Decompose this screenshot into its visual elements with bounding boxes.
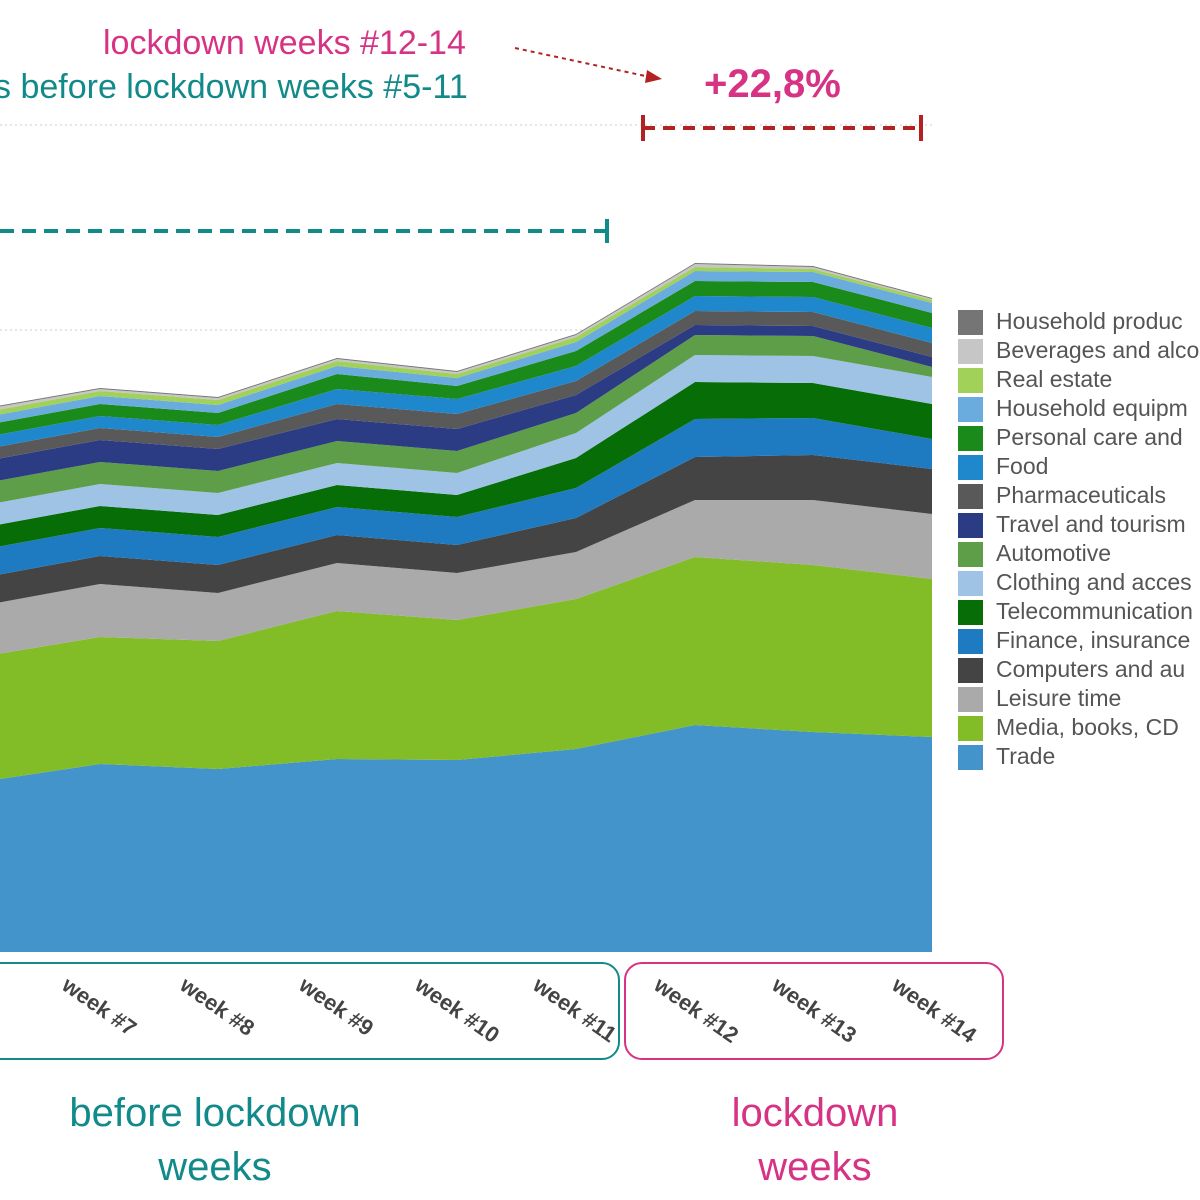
legend-swatch bbox=[958, 426, 983, 451]
area-series-group bbox=[0, 263, 932, 952]
area-household-equipm bbox=[0, 271, 932, 423]
legend-item: Personal care and bbox=[958, 422, 1200, 451]
legend-swatch bbox=[958, 629, 983, 654]
area-media-books-cd bbox=[0, 557, 932, 779]
lockdown-title: lockdown weeks bbox=[731, 1091, 899, 1189]
legend-item: Household produc bbox=[958, 306, 1200, 335]
legend-swatch bbox=[958, 455, 983, 480]
area-leisure-time bbox=[0, 500, 932, 654]
before-lockdown-title: before lockdown weeks bbox=[69, 1091, 361, 1189]
legend-item: Media, books, CD bbox=[958, 712, 1200, 741]
area-clothing-and-acces bbox=[0, 355, 932, 525]
legend-item: Leisure time bbox=[958, 683, 1200, 712]
legend-label: Trade bbox=[996, 743, 1056, 769]
legend-label: Clothing and acces bbox=[996, 569, 1192, 595]
legend-label: Automotive bbox=[996, 540, 1112, 566]
legend-label: Pharmaceuticals bbox=[996, 482, 1167, 508]
legend-swatch bbox=[958, 745, 983, 770]
before-lockdown-week-group bbox=[0, 962, 620, 1060]
legend-item: Clothing and acces bbox=[958, 567, 1200, 596]
legend-item: Finance, insurance bbox=[958, 625, 1200, 654]
lockdown-week-group bbox=[624, 962, 1004, 1060]
legend-item: Food bbox=[958, 451, 1200, 480]
legend-swatch bbox=[958, 571, 983, 596]
legend-label: Leisure time bbox=[996, 685, 1122, 711]
annotation-arrow-head bbox=[645, 70, 662, 83]
legend-label: Personal care and bbox=[996, 424, 1183, 450]
before-lockdown-annotation: s before lockdown weeks #5-11 bbox=[0, 68, 468, 106]
legend-swatch bbox=[958, 368, 983, 393]
legend-item: Computers and au bbox=[958, 654, 1200, 683]
area-food bbox=[0, 296, 932, 447]
legend-label: Household equipm bbox=[996, 395, 1188, 421]
legend-item: Household equipm bbox=[958, 393, 1200, 422]
legend-swatch bbox=[958, 513, 983, 538]
legend-item: Pharmaceuticals bbox=[958, 480, 1200, 509]
legend-swatch bbox=[958, 716, 983, 741]
legend-label: Telecommunication bbox=[996, 598, 1193, 624]
legend-label: Food bbox=[996, 453, 1049, 479]
area-automotive bbox=[0, 335, 932, 503]
legend-swatch bbox=[958, 687, 983, 712]
legend-item: Automotive bbox=[958, 538, 1200, 567]
legend-label: Beverages and alco bbox=[996, 337, 1200, 363]
legend-swatch bbox=[958, 339, 983, 364]
legend-swatch bbox=[958, 484, 983, 509]
legend-swatch bbox=[958, 310, 983, 335]
area-personal-care-and bbox=[0, 281, 932, 435]
legend-item: Beverages and alco bbox=[958, 335, 1200, 364]
legend-item: Telecommunication bbox=[958, 596, 1200, 625]
chart-legend: Household produc Beverages and alco Real e… bbox=[958, 306, 1200, 770]
annotation-arrow-line bbox=[514, 47, 651, 78]
bracket-annotations bbox=[0, 47, 923, 243]
legend-item: Real estate bbox=[958, 364, 1200, 393]
legend-swatch bbox=[958, 600, 983, 625]
area-travel-and-tourism bbox=[0, 325, 932, 481]
lockdown-weeks-annotation: lockdown weeks #12-14 bbox=[103, 24, 466, 62]
area-computers-and-au bbox=[0, 455, 932, 603]
legend-swatch bbox=[958, 658, 983, 683]
legend-label: Media, books, CD bbox=[996, 714, 1179, 740]
area-pharmaceuticals bbox=[0, 311, 932, 459]
legend-label: Computers and au bbox=[996, 656, 1186, 682]
legend-label: Real estate bbox=[996, 366, 1113, 392]
legend-label: Travel and tourism bbox=[996, 511, 1186, 537]
legend-item: Travel and tourism bbox=[958, 509, 1200, 538]
area-finance-insurance bbox=[0, 418, 932, 575]
legend-swatch bbox=[958, 542, 983, 567]
area-telecommunication bbox=[0, 382, 932, 547]
legend-item: Trade bbox=[958, 741, 1200, 770]
legend-label: Finance, insurance bbox=[996, 627, 1191, 653]
legend-swatch bbox=[958, 397, 983, 422]
legend-label: Household produc bbox=[996, 308, 1183, 334]
increase-percent-label: +22,8% bbox=[704, 62, 841, 106]
area-trade bbox=[0, 725, 932, 952]
